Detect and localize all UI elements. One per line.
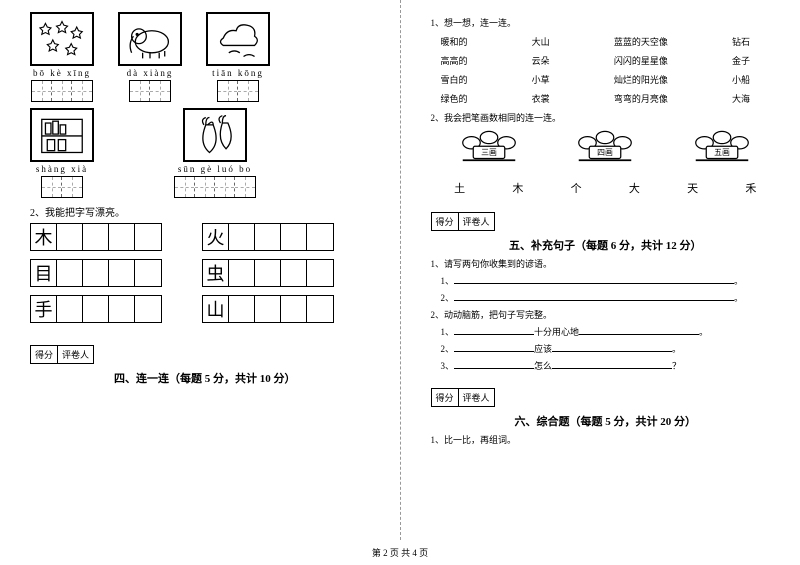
fill-blank[interactable]	[454, 291, 734, 301]
svg-text:四画: 四画	[597, 148, 613, 157]
char-cell: 山	[203, 296, 229, 322]
right-column: 1、想一想，连一连。 暖和的大山蓝蓝的天空像钻石 高高的云朵闪闪的星星像金子 雪…	[400, 0, 800, 540]
char-row: 目 虫	[30, 259, 380, 287]
pic-item-elephant: dà xiàng	[118, 12, 182, 102]
sky-icon	[206, 12, 270, 66]
carrot-icon	[183, 108, 247, 162]
char-cell: 目	[31, 260, 57, 286]
pinyin-label: shàng xià	[36, 164, 88, 174]
fill-blank[interactable]	[454, 325, 534, 335]
pic-item-carrot: sūn gè luó bo	[174, 108, 256, 198]
grader-label: 评卷人	[459, 213, 494, 230]
q2-label: 2、我会把笔画数相同的连一连。	[431, 111, 781, 124]
score-label: 得分	[432, 213, 459, 230]
fill-blank[interactable]	[552, 342, 672, 352]
page-footer: 第 2 页 共 4 页	[0, 546, 800, 559]
write-grid	[41, 176, 83, 198]
blank-line: 2、。	[441, 291, 781, 304]
match-row: 绿色的衣裳弯弯的月亮像大海	[441, 92, 751, 105]
char-cell: 手	[31, 296, 57, 322]
flower-icon: 四画	[570, 130, 640, 166]
char-grid: 目	[30, 259, 162, 287]
picture-row-2: shàng xià sūn gè luó bo	[30, 108, 380, 198]
score-label: 得分	[31, 346, 58, 363]
score-box: 得分 评卷人	[431, 212, 495, 231]
char-row: 手 山	[30, 295, 380, 323]
char-cell: 木	[31, 224, 57, 250]
match-row: 暖和的大山蓝蓝的天空像钻石	[441, 35, 751, 48]
char-row: 木 火	[30, 223, 380, 251]
pic-item-stars: bō kè xīng	[30, 12, 94, 102]
svg-text:三画: 三画	[481, 148, 497, 157]
write-grid	[174, 176, 256, 198]
fill-blank[interactable]	[579, 325, 699, 335]
score-box: 得分 评卷人	[431, 388, 495, 407]
blank-line: 3、怎么？	[441, 359, 781, 372]
grader-label: 评卷人	[459, 389, 494, 406]
bottom-chars: 土 木 个 大 天 禾	[431, 180, 781, 196]
s5-2-label: 2、动动脑筋，把句子写完整。	[431, 308, 781, 321]
flower-icon: 三画	[454, 130, 524, 166]
picture-row-1: bō kè xīng dà xiàng tiān kōng	[30, 12, 380, 102]
char-grid: 山	[202, 295, 334, 323]
svg-text:五画: 五画	[714, 148, 730, 157]
match-block: 暖和的大山蓝蓝的天空像钻石 高高的云朵闪闪的星星像金子 雪白的小草灿烂的阳光像小…	[431, 35, 781, 105]
section-6-title: 六、综合题（每题 5 分，共计 20 分）	[431, 413, 781, 429]
section-5-title: 五、补充句子（每题 6 分，共计 12 分）	[431, 237, 781, 253]
left-column: bō kè xīng dà xiàng tiān kōng	[0, 0, 400, 540]
char-cell: 火	[203, 224, 229, 250]
fill-blank[interactable]	[454, 359, 534, 369]
score-label: 得分	[432, 389, 459, 406]
pic-item-updown: shàng xià	[30, 108, 94, 198]
shelf-icon	[30, 108, 94, 162]
char-grid: 手	[30, 295, 162, 323]
match-row: 高高的云朵闪闪的星星像金子	[441, 54, 751, 67]
char-grid: 虫	[202, 259, 334, 287]
flower-row: 三画 四画 五画	[431, 130, 781, 166]
fill-blank[interactable]	[454, 274, 734, 284]
pinyin-label: dà xiàng	[127, 68, 174, 78]
flower-icon: 五画	[687, 130, 757, 166]
char-cell: 虫	[203, 260, 229, 286]
blank-line: 2、应该。	[441, 342, 781, 355]
match-row: 雪白的小草灿烂的阳光像小船	[441, 73, 751, 86]
section-4-title: 四、连一连（每题 5 分，共计 10 分）	[30, 370, 380, 386]
question-2-label: 2、我能把字写漂亮。	[30, 204, 380, 219]
fill-blank[interactable]	[454, 342, 534, 352]
pinyin-label: sūn gè luó bo	[178, 164, 252, 174]
s6-1-label: 1、比一比，再组词。	[431, 433, 781, 446]
q1-label: 1、想一想，连一连。	[431, 16, 781, 29]
char-grid: 木	[30, 223, 162, 251]
write-grid	[217, 80, 259, 102]
pinyin-label: bō kè xīng	[33, 68, 91, 78]
s5-1-label: 1、请写两句你收集到的谚语。	[431, 257, 781, 270]
write-grid	[129, 80, 171, 102]
pinyin-label: tiān kōng	[212, 68, 264, 78]
grader-label: 评卷人	[58, 346, 93, 363]
elephant-icon	[118, 12, 182, 66]
score-box: 得分 评卷人	[30, 345, 94, 364]
fill-blank[interactable]	[552, 359, 672, 369]
pic-item-sky: tiān kōng	[206, 12, 270, 102]
stars-icon	[30, 12, 94, 66]
char-grid: 火	[202, 223, 334, 251]
write-grid	[31, 80, 93, 102]
blank-line: 1、。	[441, 274, 781, 287]
blank-line: 1、十分用心地。	[441, 325, 781, 338]
